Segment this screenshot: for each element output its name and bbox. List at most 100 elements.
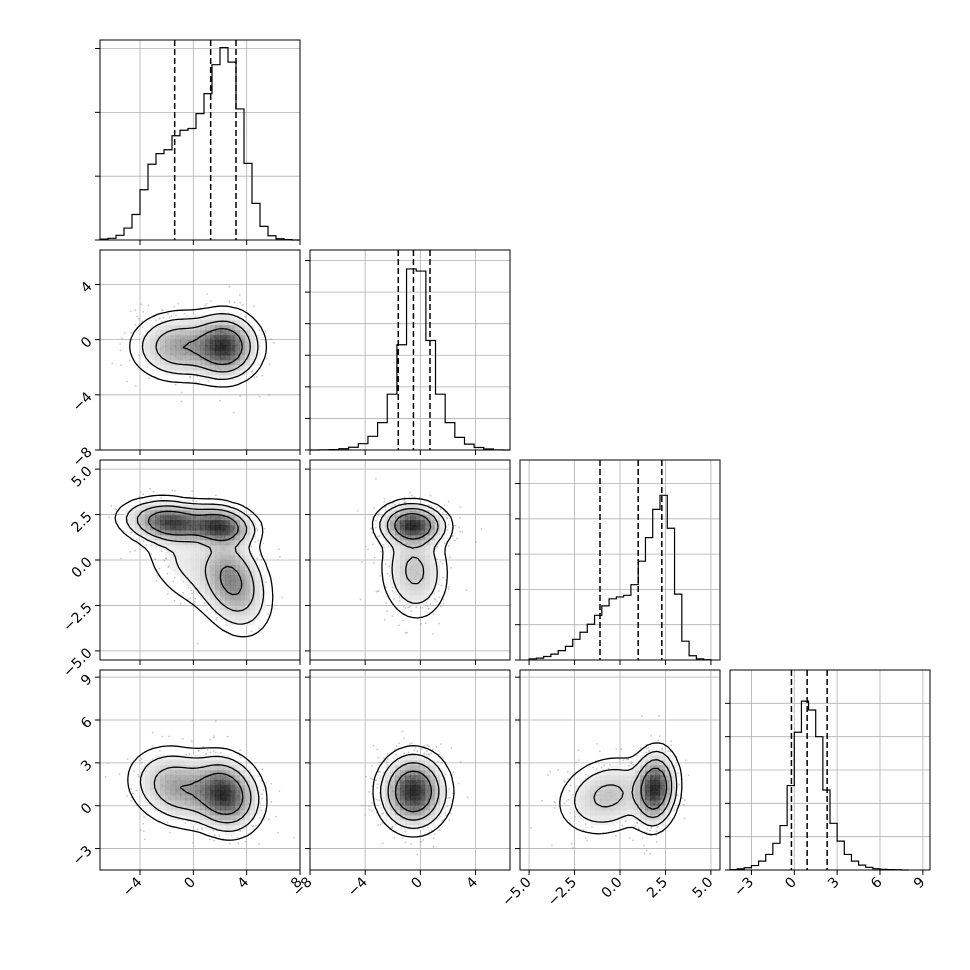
- panel-r2-c1-density-cell: [425, 525, 431, 531]
- panel-r1-c0-density-cell: [145, 340, 151, 346]
- panel-r2-c0-density-cell: [185, 510, 191, 516]
- panel-r1-c0-point-331: [134, 384, 137, 387]
- panel-r2-c0-density-cell: [175, 530, 181, 536]
- panel-r2-c1-density-cell: [420, 550, 426, 556]
- panel-r1-c0-density-cell: [250, 360, 256, 366]
- panel-r2-c0-density-cell: [175, 540, 181, 546]
- panel-r2-c1-density-cell: [420, 550, 426, 556]
- panel-r2-c0-density-cell: [235, 580, 241, 586]
- panel-r1-c0-density-cell: [225, 320, 231, 326]
- panel-r3-c0-density-cell: [165, 760, 171, 766]
- panel-r1-c0-density-cell: [225, 320, 231, 326]
- panel-r3-c0-point-549: [135, 789, 138, 792]
- panel-r2-c0-density-cell: [250, 565, 256, 571]
- panel-r2-c0-density-cell: [195, 575, 201, 581]
- panel-r2-c0-density-cell: [185, 565, 191, 571]
- panel-r2-c0-density-cell: [200, 540, 206, 546]
- panel-r2-c1-density-cell: [405, 600, 411, 606]
- panel-r2-c0-density-cell: [235, 545, 241, 551]
- panel-r1-c0-density-cell: [185, 350, 191, 356]
- panel-r2-c0-density-cell: [245, 615, 251, 621]
- panel-r1-c0-density-cell: [250, 345, 256, 351]
- hist-2-bar-2: [544, 656, 551, 660]
- panel-r2-c1-point-52: [404, 631, 407, 634]
- panel-r3-c0-point-4: [261, 768, 264, 770]
- panel-r1-c0-density-cell: [155, 325, 161, 331]
- panel-r3-c0-density-cell: [145, 780, 151, 786]
- panel-r2-c1-density-cell: [410, 540, 416, 546]
- panel-r2-c0-density-cell: [165, 540, 171, 546]
- panel-r2-c0-point-157: [194, 597, 197, 600]
- panel-r1-c0-density-cell: [230, 370, 236, 376]
- hist-0-bar-18: [244, 163, 252, 240]
- panel-r1-c0-density-cell: [160, 330, 166, 336]
- panel-r2-c1-point-118: [383, 501, 386, 503]
- panel-r3-c0-point-426: [144, 838, 146, 841]
- panel-r2-c0-density-cell: [195, 570, 201, 576]
- panel-r2-c0-density-cell: [215, 515, 221, 521]
- panel-r2-c0-density-cell: [230, 550, 236, 556]
- panel-r2-c0-density-cell: [245, 530, 251, 536]
- panel-r2-c1-point-549: [367, 548, 369, 551]
- panel-r1-c0-density-cell: [210, 370, 216, 376]
- panel-r2-c0-density-cell: [235, 565, 241, 571]
- hist-0-bar-11: [188, 129, 196, 240]
- panel-r3-c0-point-459: [229, 842, 231, 845]
- panel-r2-c1-point-561: [376, 590, 379, 592]
- panel-r2-c0-density-cell: [250, 610, 256, 616]
- panel-r2-c0-density-cell: [260, 590, 266, 596]
- panel-r2-c0-density-cell: [245, 525, 251, 531]
- panel-r1-c0-density-cell: [225, 365, 231, 371]
- panel-r2-c1-density-cell: [395, 510, 401, 516]
- panel-r1-c0-density-cell: [215, 325, 221, 331]
- hist-2-bar-6: [573, 639, 580, 660]
- panel-r1-c0-density-cell: [210, 315, 216, 321]
- panel-r2-c0-density-cell: [165, 515, 171, 521]
- panel-r1-c0-density-cell: [220, 375, 226, 381]
- panel-r2-c0-density-cell: [235, 595, 241, 601]
- panel-r1-c0-point-169: [167, 313, 169, 315]
- panel-r2-c0-density-cell: [170, 555, 176, 561]
- panel-r2-c0-point-73: [191, 490, 194, 492]
- panel-r2-c1-density-cell: [420, 590, 426, 596]
- panel-r2-c0-density-cell: [235, 535, 241, 541]
- panel-r3-c0-point-208: [137, 776, 140, 778]
- panel-r2-c0-density-cell: [230, 515, 236, 521]
- panel-r2-c1-density-cell: [425, 575, 431, 581]
- panel-r2-c1-point-191: [430, 505, 433, 507]
- panel-r2-c1-density-cell: [435, 560, 441, 566]
- panel-r3-c0-point-306: [278, 790, 281, 792]
- panel-r2-c0-density-cell: [225, 510, 231, 516]
- panel-r1-c0-density-cell: [235, 325, 241, 331]
- panel-r2-c0-density-cell: [155, 540, 161, 546]
- panel-r1-c0-density-cell: [245, 335, 251, 341]
- panel-r2-c1-point-457: [402, 606, 405, 608]
- panel-r2-c0-density-cell: [175, 500, 181, 506]
- panel-r2-c0-density-cell: [195, 505, 201, 511]
- panel-r1-c0-density-cell: [165, 370, 171, 376]
- panel-r3-c0-density-cell: [220, 790, 226, 796]
- hist-3-bar-11: [809, 710, 816, 870]
- hist-0-bar-19: [252, 203, 260, 240]
- panel-r2-c1-density-cell: [395, 570, 401, 576]
- panel-r2-c1-point-54: [379, 575, 382, 577]
- panel-r1-c0-density-cell: [215, 335, 221, 341]
- panel-r2-c0-density-cell: [225, 600, 231, 606]
- panel-r1-c0-density-cell: [170, 335, 176, 341]
- panel-r2-c1-density-cell: [415, 585, 421, 591]
- panel-r2-c0-point-440: [263, 527, 266, 530]
- panel-r1-c0-density-cell: [250, 350, 256, 356]
- panel-r2-c0-density-cell: [240, 595, 246, 601]
- panel-r2-c0-density-cell: [220, 515, 226, 521]
- panel-r1-c0-density-cell: [245, 365, 251, 371]
- panel-r2-c0-density-cell: [230, 610, 236, 616]
- panel-r2-c0-density-cell: [250, 615, 256, 621]
- panel-r2-c0-density-cell: [205, 545, 211, 551]
- panel-r2-c1-point-121: [420, 622, 422, 625]
- panel-r2-c1-density-cell: [420, 545, 426, 551]
- panel-r3-c0-density-cell: [190, 815, 196, 821]
- panel-r2-c0-density-cell: [170, 500, 176, 506]
- panel-r2-c0-density-cell: [255, 575, 261, 581]
- panel-r2-c0-density-cell: [240, 570, 246, 576]
- panel-r1-c0-density-cell: [180, 355, 186, 361]
